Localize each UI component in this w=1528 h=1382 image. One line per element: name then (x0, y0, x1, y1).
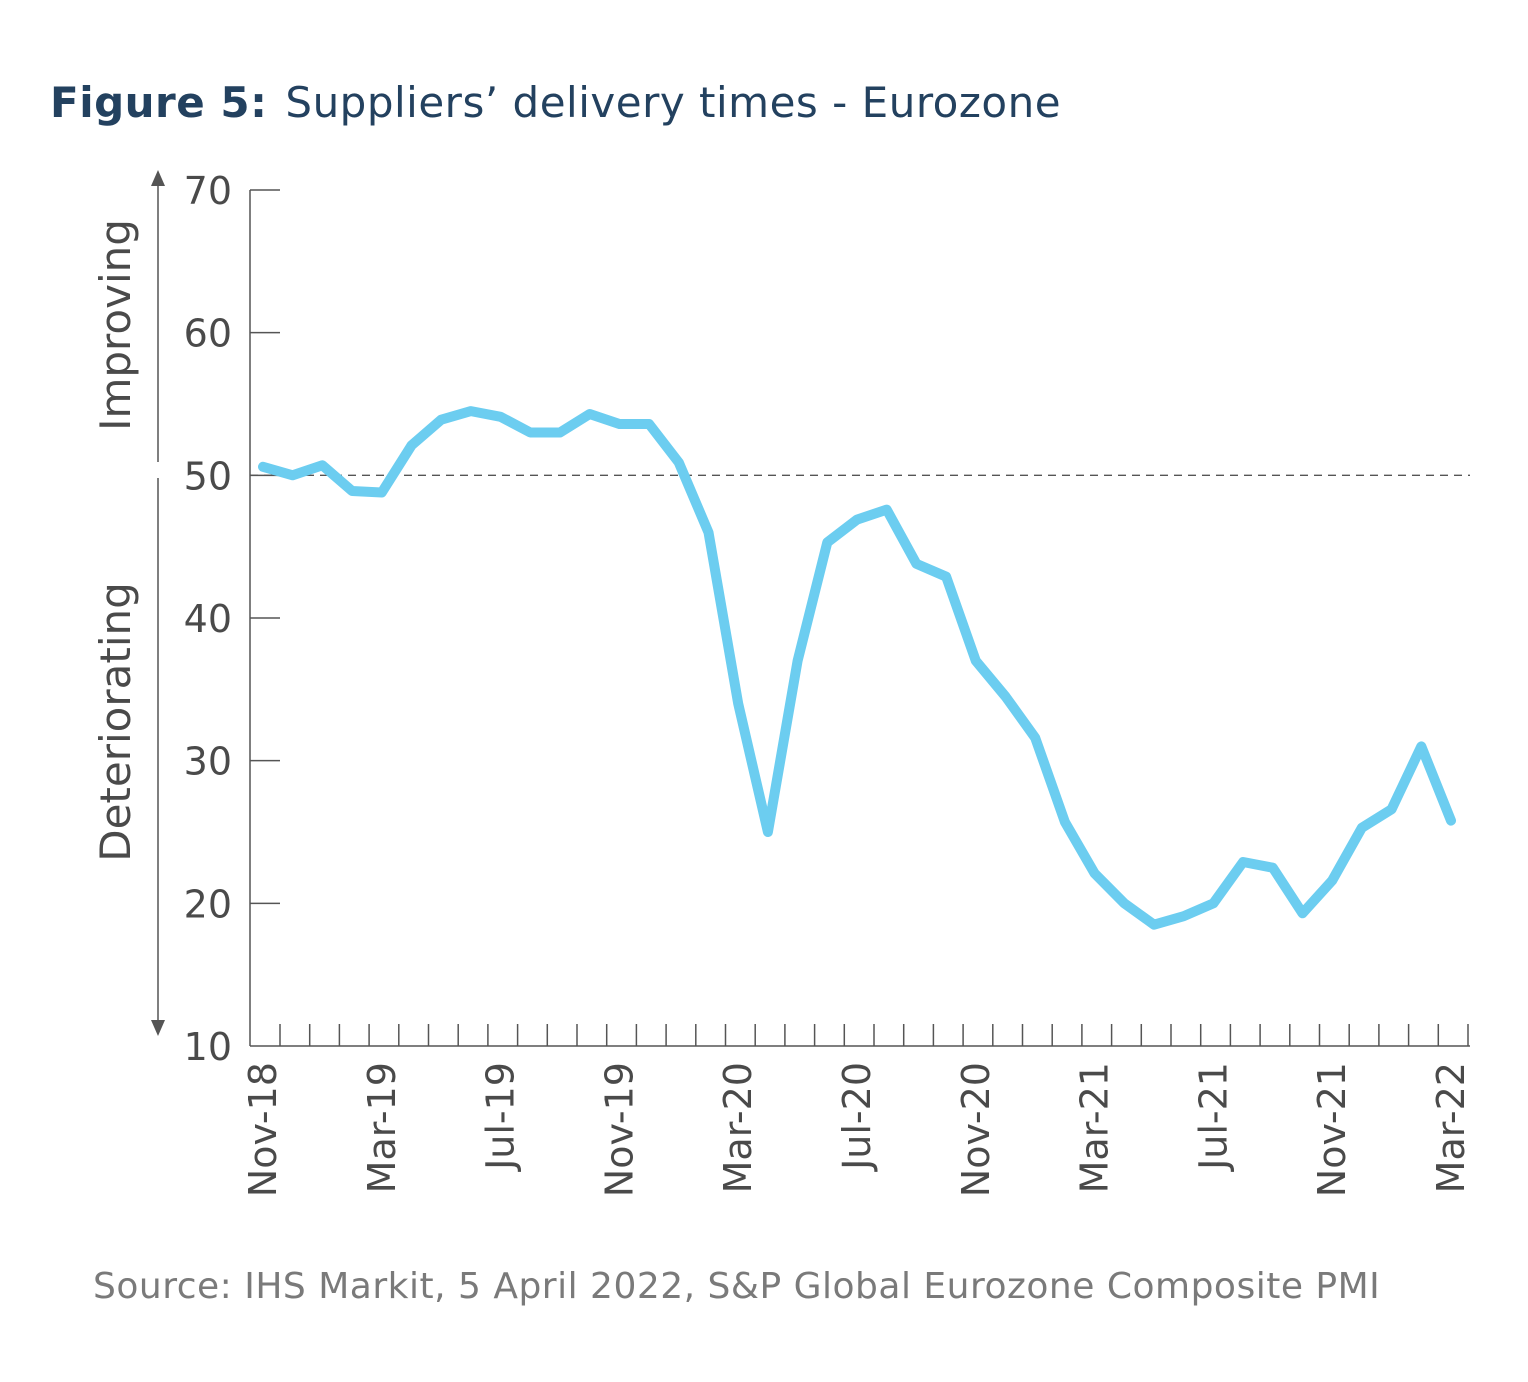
data-point (258, 462, 268, 472)
data-point (1179, 911, 1189, 921)
data-point (1060, 817, 1070, 827)
x-tick-label: Nov-19 (597, 1062, 641, 1197)
deteriorating-label: Deteriorating (91, 582, 140, 862)
y-tick-label: 70 (184, 169, 232, 213)
data-point (1387, 804, 1397, 814)
y-tick-label: 30 (184, 740, 232, 784)
data-point (1446, 816, 1456, 826)
improving-label: Improving (91, 219, 140, 431)
data-point (555, 428, 565, 438)
x-tick-label: Mar-21 (1073, 1062, 1117, 1193)
x-tick-label: Jul-19 (479, 1062, 523, 1172)
x-tick-label: Mar-20 (716, 1062, 760, 1193)
y-tick-label: 20 (184, 882, 232, 926)
data-point (407, 440, 417, 450)
data-point (466, 406, 476, 416)
data-point (1416, 741, 1426, 751)
data-point (1090, 868, 1100, 878)
improving-arrow-head (151, 170, 165, 186)
y-tick-label: 60 (184, 312, 232, 356)
x-tick-label: Nov-20 (954, 1062, 998, 1197)
data-point (644, 419, 654, 429)
y-tick-label: 10 (184, 1025, 232, 1069)
data-point (1149, 920, 1159, 930)
data-point (525, 428, 535, 438)
figure-label: Figure 5: (50, 78, 268, 127)
data-point (1030, 733, 1040, 743)
data-point (436, 415, 446, 425)
data-point (496, 412, 506, 422)
data-point (674, 458, 684, 468)
data-point (733, 699, 743, 709)
data-point (882, 505, 892, 515)
x-tick-label: Jul-20 (835, 1062, 879, 1172)
data-point (288, 470, 298, 480)
data-point (1238, 857, 1248, 867)
data-point (585, 409, 595, 419)
series-line (258, 406, 1456, 930)
data-point (941, 572, 951, 582)
data-point (704, 527, 714, 537)
data-point (1357, 823, 1367, 833)
data-point (347, 486, 357, 496)
data-point (317, 460, 327, 470)
x-tick-label: Jul-21 (1191, 1062, 1235, 1172)
data-point (1001, 692, 1011, 702)
data-point (1208, 898, 1218, 908)
data-point (822, 537, 832, 547)
data-point (1268, 863, 1278, 873)
data-point (614, 419, 624, 429)
y-tick-label: 40 (184, 597, 232, 641)
deteriorating-arrow-head (151, 1020, 165, 1036)
x-tick-label: Nov-21 (1310, 1062, 1354, 1197)
data-point (971, 656, 981, 666)
x-tick-label: Mar-19 (360, 1062, 404, 1193)
figure-subtitle: Suppliers’ delivery times - Eurozone (285, 78, 1062, 127)
source-note: Source: IHS Markit, 5 April 2022, S&P Gl… (93, 1266, 1381, 1307)
data-point (377, 488, 387, 498)
x-tick-label: Nov-18 (241, 1062, 285, 1197)
data-point (793, 656, 803, 666)
y-tick-label: 50 (184, 454, 232, 498)
data-point (911, 559, 921, 569)
data-point (763, 827, 773, 837)
figure-title: Figure 5: Suppliers’ delivery times - Eur… (50, 78, 1061, 127)
data-point (852, 515, 862, 525)
data-point (1298, 908, 1308, 918)
data-point (1327, 876, 1337, 886)
x-tick-label: Mar-22 (1429, 1062, 1473, 1193)
data-point (1119, 898, 1129, 908)
